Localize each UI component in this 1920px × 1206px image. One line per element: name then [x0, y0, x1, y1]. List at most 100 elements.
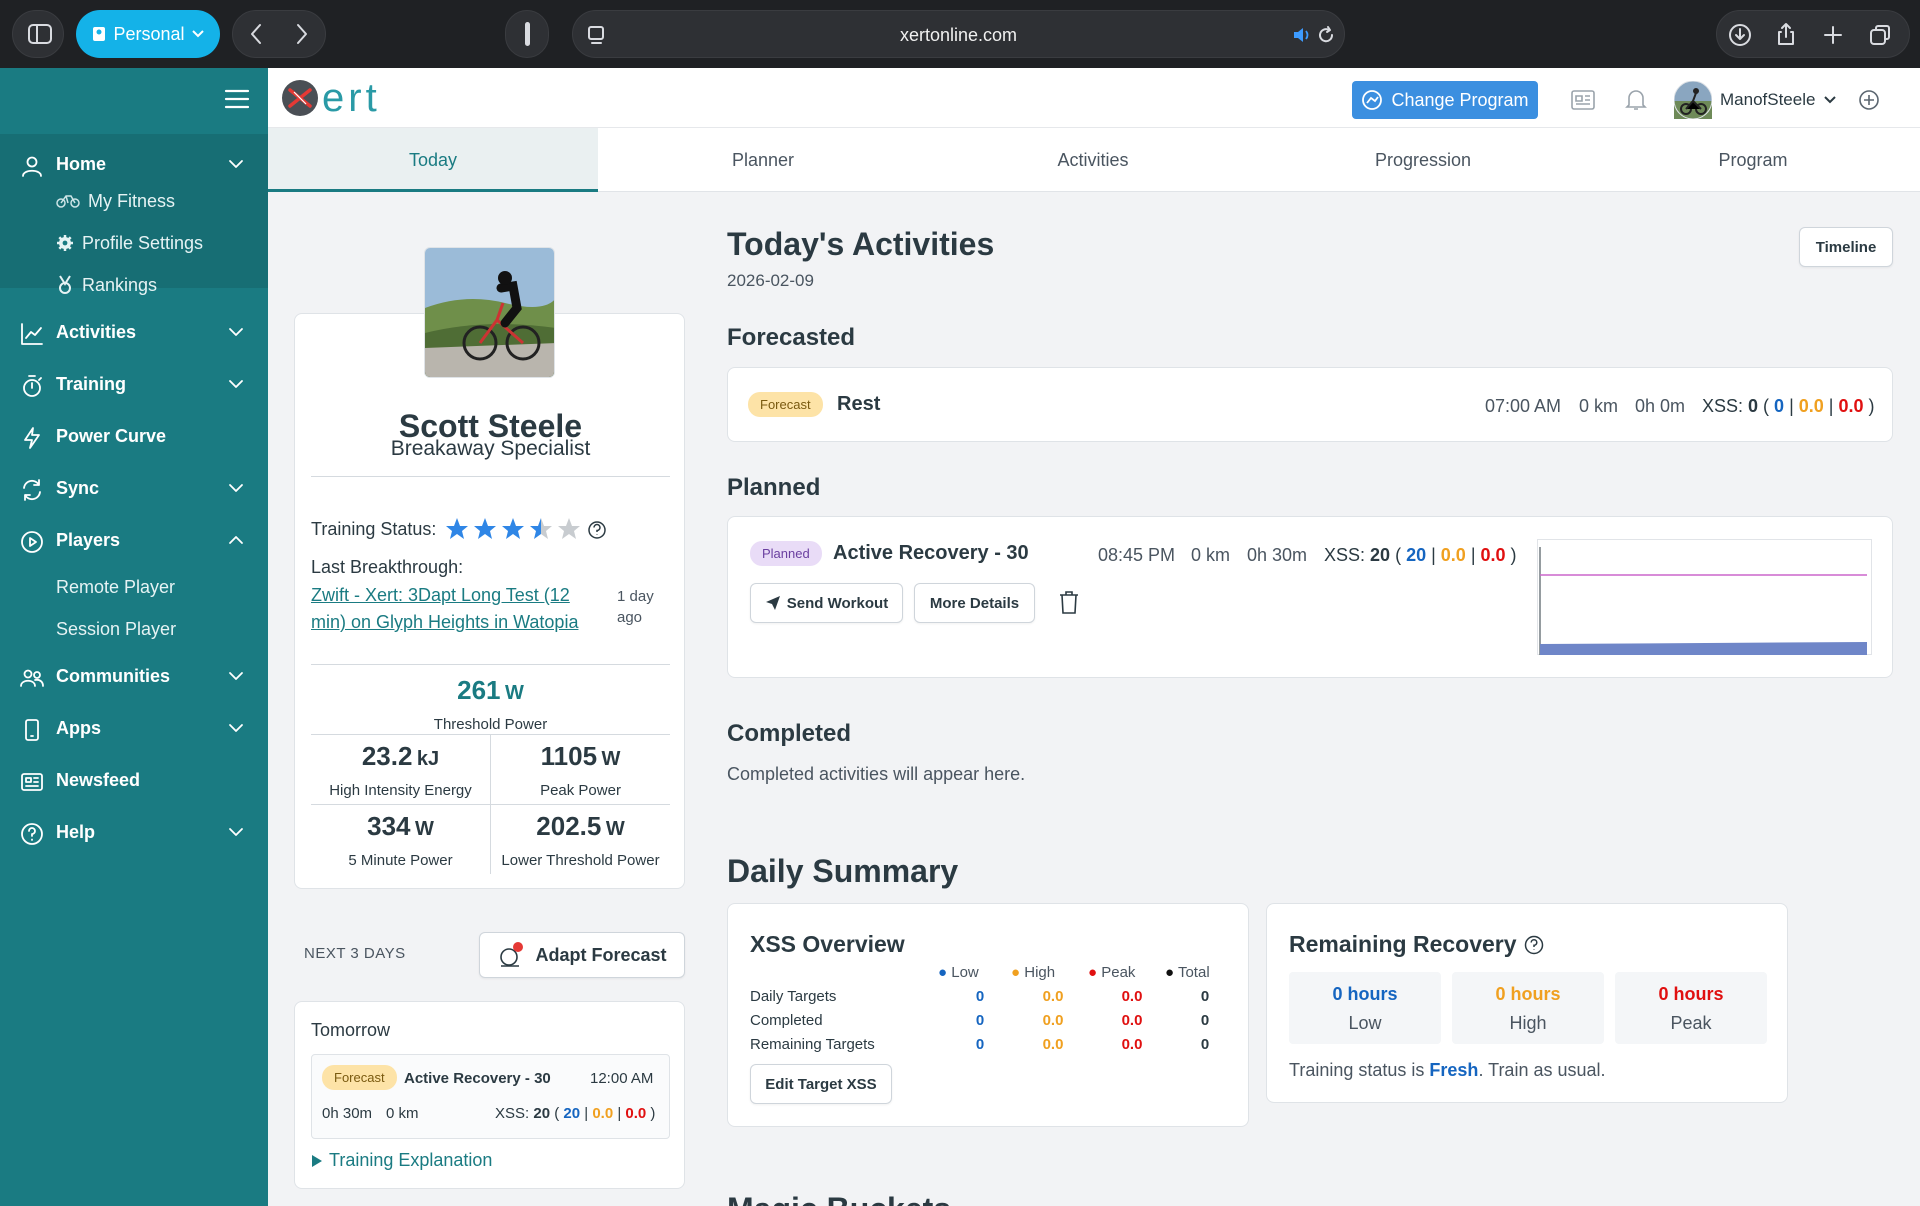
completed-empty-text: Completed activities will appear here. — [727, 764, 1026, 784]
adapt-forecast-button[interactable]: Adapt Forecast — [479, 932, 685, 978]
new-tab-icon[interactable] — [1820, 22, 1846, 48]
profile-label: Personal — [113, 23, 185, 44]
send-workout-button[interactable]: Send Workout — [750, 583, 903, 623]
workout-distance: 0 km — [386, 1105, 419, 1122]
sidebar-item-activities[interactable]: Activities — [0, 306, 268, 358]
cell-low: 0 — [975, 1012, 985, 1029]
tab-activities[interactable]: Activities — [1057, 150, 1129, 170]
share-icon[interactable] — [1773, 21, 1799, 47]
lightning-icon — [24, 427, 40, 449]
edit-target-xss-button[interactable]: Edit Target XSS — [750, 1064, 892, 1104]
row-label: Completed — [750, 1012, 823, 1029]
sidebar-item-remote-player[interactable]: Remote Player — [56, 567, 175, 607]
bell-icon[interactable] — [1624, 87, 1648, 113]
sidebar-item-label: Apps — [56, 717, 101, 738]
forecast-name: Rest — [837, 393, 881, 415]
recovery-high: 0 hours High — [1452, 972, 1604, 1044]
stat-unit: W — [504, 682, 524, 704]
tomorrow-workout[interactable]: Forecast Active Recovery - 30 12:00 AM 0… — [311, 1054, 670, 1139]
planned-distance: 0 km — [1191, 545, 1231, 565]
tomorrow-label: Tomorrow — [311, 1020, 391, 1040]
page-date: 2026-02-09 — [727, 271, 814, 290]
xss-high: 0.0 — [1440, 545, 1466, 565]
sidebar-item-players[interactable]: Players — [0, 514, 268, 566]
hamburger-menu-icon[interactable] — [222, 86, 252, 112]
sidebar-item-home[interactable]: Home — [0, 138, 268, 190]
forecast-xss: XSS: 0 ( 0 | 0.0 | 0.0 ) — [1702, 396, 1875, 416]
line-chart-icon — [21, 323, 43, 345]
more-details-button[interactable]: More Details — [914, 583, 1035, 623]
gear-icon — [57, 235, 73, 251]
sidebar-item-apps[interactable]: Apps — [0, 702, 268, 754]
adapt-forecast-icon — [500, 942, 524, 967]
rider-icon — [1362, 90, 1383, 110]
sidebar-item-my-fitness[interactable]: My Fitness — [56, 181, 175, 221]
sidebar-item-session-player[interactable]: Session Player — [56, 609, 176, 649]
sidebar-toggle-button[interactable] — [12, 10, 64, 58]
page-menu-icon[interactable] — [585, 23, 609, 47]
address-bar[interactable]: xertonline.com — [572, 10, 1345, 58]
training-status-label: Training Status: — [311, 518, 437, 539]
timeline-button[interactable]: Timeline — [1799, 227, 1893, 267]
sidebar-item-newsfeed[interactable]: Newsfeed — [0, 754, 268, 806]
planned-workout-name[interactable]: Active Recovery - 30 — [833, 542, 1029, 564]
last-breakthrough-label: Last Breakthrough: — [311, 557, 464, 577]
xss-total: 20 — [533, 1105, 551, 1122]
help-circle-icon[interactable] — [1523, 934, 1545, 956]
tab-planner[interactable]: Planner — [731, 150, 795, 170]
page-title: Today's Activities — [727, 226, 995, 262]
tab-today[interactable]: Today — [268, 128, 598, 192]
url-text: xertonline.com — [899, 25, 1018, 45]
sidebar-item-communities[interactable]: Communities — [0, 650, 268, 702]
sidebar-item-label: Newsfeed — [56, 769, 141, 790]
app-header: ert Change Program ManofSteele — [268, 68, 1920, 128]
sidebar-item-rankings[interactable]: Rankings — [56, 265, 157, 305]
tab-program[interactable]: Program — [1718, 150, 1788, 170]
sidebar-item-power-curve[interactable]: Power Curve — [0, 410, 268, 462]
play-circle-icon — [21, 531, 43, 553]
sidebar-item-help[interactable]: Help — [0, 806, 268, 858]
reload-icon[interactable] — [1315, 24, 1337, 46]
newsfeed-icon[interactable] — [1570, 88, 1596, 112]
tab-overview-icon[interactable] — [1867, 22, 1893, 48]
forecasted-card: Forecast Rest 07:00 AM 0 km 0h 0m XSS: 0… — [727, 367, 1893, 442]
caret-right-icon — [312, 1154, 322, 1167]
audio-playing-icon[interactable] — [1291, 24, 1313, 46]
table-row: Remaining Targets 0 0.0 0.0 0 — [750, 1036, 1240, 1058]
change-program-button[interactable]: Change Program — [1352, 81, 1538, 119]
xss-overview-card: XSS Overview ● Low ● High ● Peak ● Total… — [727, 903, 1249, 1127]
help-circle-icon — [588, 521, 607, 539]
recovery-value: 0 hours — [1658, 984, 1724, 1004]
avatar — [1674, 81, 1712, 119]
recovery-label: High — [1509, 1013, 1547, 1033]
star-icon — [502, 518, 525, 539]
user-menu[interactable]: ManofSteele — [1674, 80, 1837, 120]
tab-progression[interactable]: Progression — [1374, 150, 1472, 170]
chevron-down-icon — [191, 30, 204, 38]
xert-logo[interactable]: ert — [280, 76, 381, 120]
logo-wordmark: ert — [322, 76, 381, 120]
extension-button[interactable] — [505, 10, 549, 58]
sidebar-item-label: Power Curve — [56, 425, 167, 446]
forward-icon[interactable] — [279, 11, 325, 57]
sidebar-item-sync[interactable]: Sync — [0, 462, 268, 514]
breakthrough-link[interactable]: Zwift - Xert: 3Dapt Long Test (12 min) o… — [311, 585, 579, 632]
sidebar-item-label: Activities — [56, 321, 137, 342]
cell-high: 0.0 — [1042, 1036, 1064, 1053]
sidebar-item-label: Profile Settings — [82, 232, 204, 253]
profile-switcher-button[interactable]: Personal — [76, 10, 220, 58]
stat-label: Threshold Power — [433, 716, 548, 733]
sidebar-item-profile-settings[interactable]: Profile Settings — [56, 223, 203, 263]
download-icon[interactable] — [1727, 22, 1753, 48]
chevron-down-icon — [229, 328, 243, 336]
sidebar-item-training[interactable]: Training — [0, 358, 268, 410]
change-program-label: Change Program — [1391, 89, 1529, 110]
browser-toolbar: Personal xertonline.com — [0, 0, 1920, 68]
xss-label: XSS: — [495, 1105, 530, 1122]
back-icon[interactable] — [233, 11, 279, 57]
cell-total: 0 — [1200, 1012, 1210, 1029]
training-explanation-toggle[interactable]: Training Explanation — [311, 1150, 492, 1171]
sidebar-item-label: Sync — [56, 477, 100, 498]
add-circle-icon[interactable] — [1858, 89, 1880, 111]
trash-icon[interactable] — [1057, 589, 1081, 615]
